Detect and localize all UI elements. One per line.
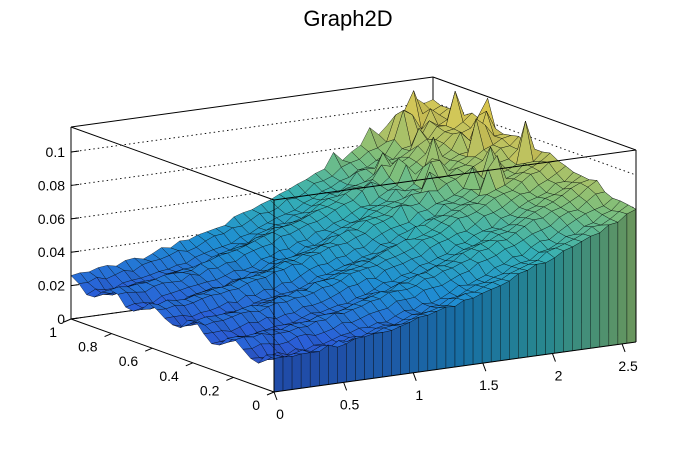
surface-front-face — [545, 257, 555, 355]
surface-front-face — [328, 344, 338, 385]
surface-front-face — [581, 236, 591, 350]
surface-front-face — [509, 273, 519, 360]
y-tick-label: 0.4 — [159, 368, 179, 384]
y-tick-label: 0 — [252, 397, 260, 413]
z-tick-mark — [70, 150, 80, 153]
surface-front-face — [291, 353, 302, 390]
surface-front-face — [337, 343, 347, 384]
surface-front-face — [391, 326, 401, 376]
z-tick-label: 0 — [57, 311, 65, 327]
surface-front-face — [554, 250, 564, 354]
surface-front-face — [300, 352, 311, 389]
surface-front-face — [599, 224, 610, 348]
back-edge — [70, 76, 434, 128]
x-axis-line — [273, 341, 637, 393]
x-tick-mark — [482, 362, 487, 372]
x-tick-label: 2 — [555, 368, 563, 384]
surface-front-face — [319, 344, 329, 386]
x-tick-label: 2.5 — [618, 358, 638, 374]
x-tick-mark — [343, 382, 348, 391]
z-tick-label: 0.04 — [38, 244, 65, 260]
surface-front-face — [382, 330, 392, 378]
surface-front-face — [527, 264, 537, 358]
surface-front-face — [364, 333, 374, 380]
z-tick-label: 0.06 — [38, 211, 65, 227]
z-tick-mark — [70, 183, 80, 186]
surface-front-face — [418, 315, 429, 373]
surface-front-face — [563, 246, 573, 353]
surface-front-face — [355, 336, 365, 381]
y-tick-mark — [63, 318, 72, 323]
chart-title: Graph2D — [303, 6, 392, 31]
surface-front-face — [409, 317, 419, 374]
top-edge — [70, 126, 275, 201]
x-axis: 0 0.5 1 1.5 2 2.5 — [273, 341, 638, 422]
z-tick-label: 0.1 — [46, 144, 66, 160]
surface-front-face — [572, 241, 582, 351]
z-tick-label: 0.08 — [38, 177, 65, 193]
x-tick-mark — [551, 353, 556, 362]
x-tick-label: 0.5 — [340, 396, 360, 412]
y-tick-mark — [185, 362, 193, 367]
y-tick-label: 0.8 — [78, 339, 98, 355]
y-axis: 0 0.2 0.4 0.6 0.8 1 — [49, 318, 275, 413]
surface-front-face — [454, 300, 465, 368]
surface-front-face — [500, 280, 510, 361]
surface-plot — [70, 90, 637, 393]
x-tick-label: 0 — [276, 406, 284, 422]
z-tick-mark — [70, 250, 80, 253]
surface-front-face — [536, 262, 546, 356]
surface-front-face — [481, 289, 492, 364]
surface-front-face — [346, 338, 356, 383]
surface-front-face — [273, 356, 284, 393]
surface-front-face — [373, 332, 383, 379]
y-tick-mark — [145, 347, 153, 352]
surface-front-face — [608, 222, 619, 346]
surface-front-face — [518, 270, 528, 359]
surface-front-face — [472, 293, 483, 365]
y-tick-mark — [266, 391, 275, 396]
surface-front-face — [436, 306, 447, 370]
surface-front-face — [617, 213, 628, 345]
z-tick-label: 0.02 — [38, 278, 65, 294]
y-tick-mark — [104, 333, 112, 338]
x-tick-mark — [621, 343, 626, 353]
front-frame — [70, 126, 637, 392]
z-tick-mark — [70, 217, 80, 220]
surface-front-face — [463, 298, 474, 366]
y-tick-label: 0.2 — [200, 382, 220, 398]
z-axis: 0 0.02 0.04 0.06 0.08 0.1 — [38, 127, 80, 327]
surface-front-face — [445, 306, 456, 369]
x-tick-mark — [412, 372, 417, 381]
surface-front-face — [590, 232, 600, 349]
y-tick-label: 1 — [49, 324, 57, 340]
surface-front-face — [310, 351, 320, 388]
z-tick-mark — [70, 317, 80, 320]
surface-front-face — [282, 356, 293, 391]
top-edge — [273, 149, 637, 201]
y-axis-line — [70, 318, 275, 393]
y-tick-mark — [226, 376, 234, 381]
back-edge — [432, 76, 637, 151]
surface-front-face — [491, 285, 501, 363]
surface-front-face — [400, 322, 410, 375]
y-tick-label: 0.6 — [119, 353, 139, 369]
x-tick-label: 1.5 — [479, 377, 499, 393]
x-tick-mark — [273, 391, 278, 401]
surface-front-face — [626, 209, 637, 344]
z-tick-mark — [70, 284, 80, 287]
x-tick-label: 1 — [415, 387, 423, 403]
surface-front-face — [427, 311, 438, 371]
